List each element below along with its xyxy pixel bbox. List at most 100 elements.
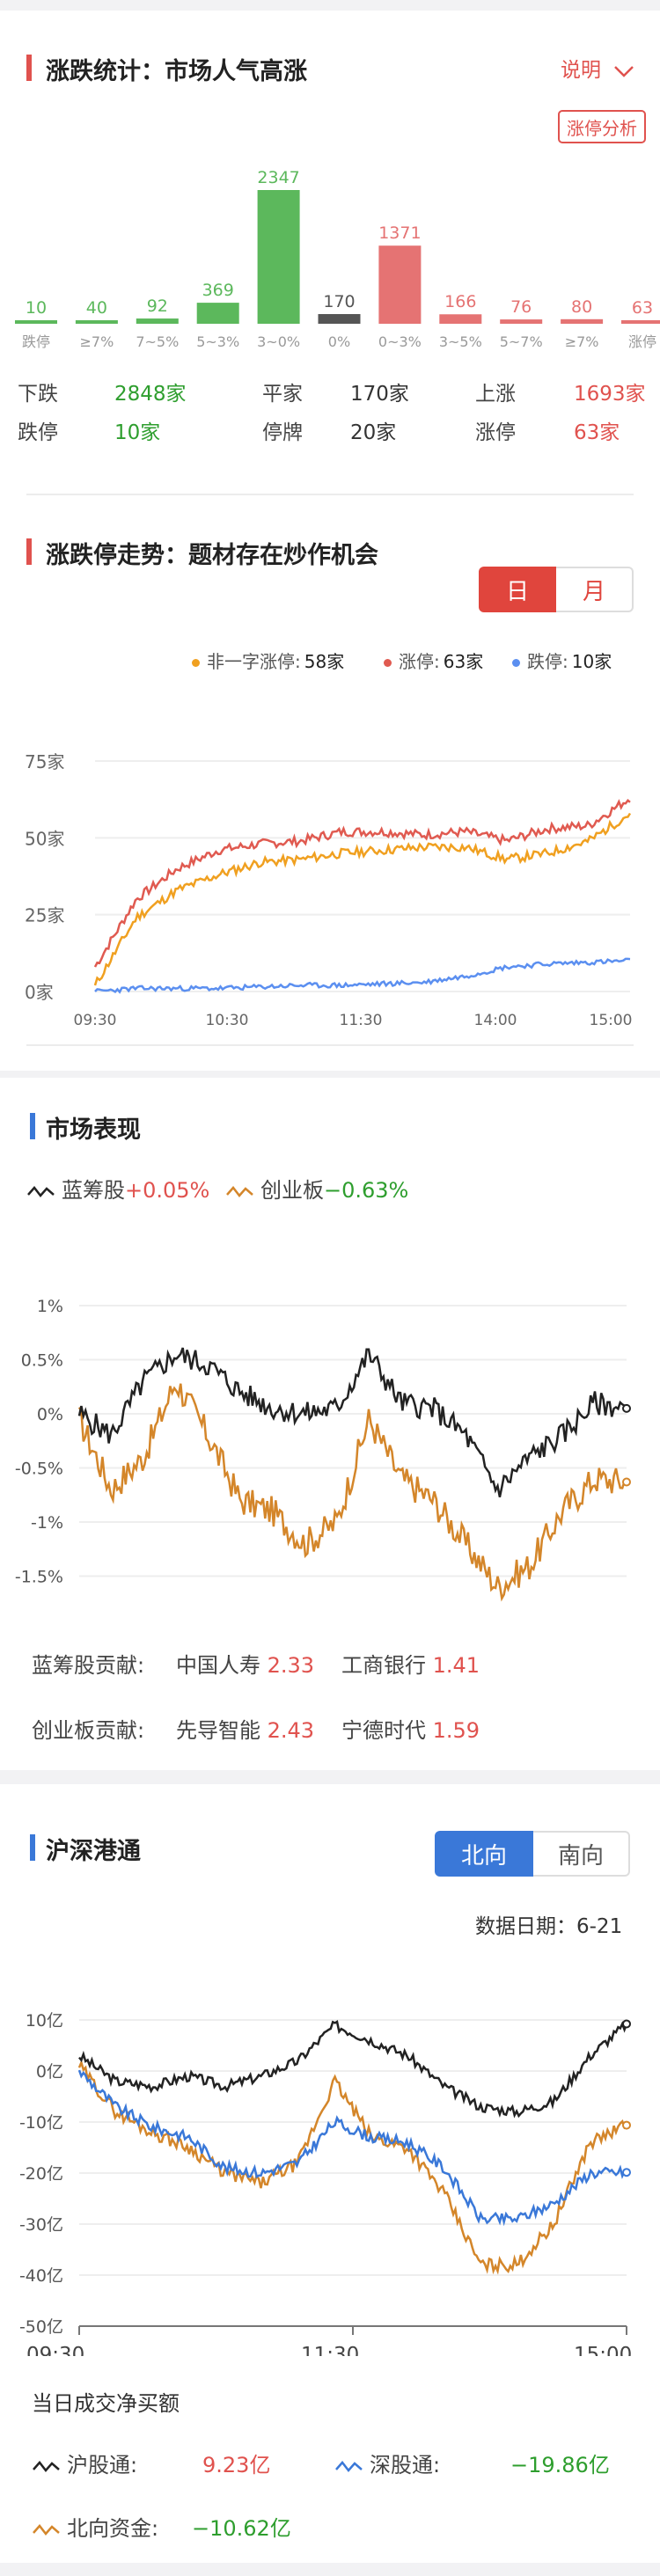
dist-label: ≥7%	[80, 333, 114, 350]
shanghai-connect-line	[78, 2020, 628, 2119]
x-tick: 10:30	[206, 1012, 249, 1029]
contrib-item: 宁德时代 1.59	[341, 1718, 480, 1743]
y-tick: -1%	[31, 1513, 63, 1533]
end-point	[622, 2168, 631, 2177]
x-tick: 15:00	[574, 2344, 632, 2356]
y-tick: 75家	[25, 751, 64, 772]
trend-legend-item: 非一字涨停: 58家	[192, 648, 344, 673]
dist-value: 166	[444, 292, 476, 311]
net-buy-item: 深股通:	[334, 2448, 440, 2478]
dist-label: 3~0%	[257, 333, 300, 350]
northbound-line	[77, 2059, 627, 2275]
dist-label: 7~5%	[136, 333, 179, 350]
stats-title: 涨跌统计：市场人气高涨	[46, 58, 307, 85]
dist-value: 369	[202, 281, 234, 300]
limit-stats-card: 涨跌统计：市场人气高涨 说明 涨停分析 10 跌停 40 ≥7% 92 7~5% 369 5~…	[0, 11, 660, 1071]
summary-value: 2848家	[114, 383, 187, 406]
explain-link[interactable]: 说明	[561, 53, 635, 83]
dist-bar	[196, 303, 239, 324]
dist-label: 3~5%	[439, 333, 482, 350]
non-oneword-line	[93, 812, 632, 986]
summary-label: 平家	[262, 383, 303, 406]
contrib-item: 中国人寿 2.33	[176, 1653, 315, 1678]
y-tick: -1.5%	[15, 1568, 63, 1587]
dist-bar	[75, 320, 118, 324]
contrib-item: 工商银行 1.41	[341, 1653, 480, 1678]
dist-label: 跌停	[22, 333, 50, 350]
divider	[26, 494, 634, 495]
summary-label: 下跌	[18, 383, 58, 406]
y-tick: 0.5%	[21, 1351, 63, 1371]
end-point	[622, 1403, 631, 1413]
summary-value: 63家	[574, 421, 620, 444]
contrib-label: 蓝筹股贡献:	[32, 1653, 145, 1678]
dist-value: 170	[323, 292, 355, 311]
contrib-label: 创业板贡献:	[32, 1718, 145, 1743]
bluechip-index-line	[77, 1347, 627, 1497]
dist-value: 1371	[378, 223, 421, 243]
end-point	[622, 2120, 631, 2130]
x-tick: 15:00	[590, 1012, 633, 1029]
dist-value: 76	[510, 297, 532, 317]
tab-north[interactable]: 北向	[435, 1831, 533, 1877]
dist-bar	[621, 319, 660, 324]
x-tick: 11:30	[340, 1012, 383, 1029]
y-tick: 0亿	[36, 2062, 63, 2082]
market-performance-card: 市场表现 1%0.5%0%-0.5%-1%-1.5%-2%09:3011:301…	[0, 1078, 660, 1770]
chevron-down-icon	[614, 65, 634, 77]
end-point	[622, 2019, 631, 2029]
y-tick: -50亿	[19, 2317, 63, 2337]
divider	[26, 1044, 634, 1046]
dist-value: 63	[632, 298, 653, 318]
x-tick: 09:30	[26, 2344, 84, 2356]
dist-label: 0~3%	[378, 333, 422, 350]
y-tick: 1%	[37, 1297, 63, 1316]
northbound-flow-chart: 10亿 0亿 -10亿 -20亿 -30亿 -40亿 -50亿 09:30 11:30 15:00	[19, 2011, 632, 2356]
summary-value: 170家	[350, 383, 409, 406]
tab-month[interactable]: 月	[556, 567, 634, 612]
section-accent-bar	[30, 1113, 35, 1139]
section-accent-bar	[26, 538, 32, 565]
x-tick: 14:00	[474, 1012, 517, 1029]
summary-value: 20家	[350, 421, 397, 444]
y-tick: 50家	[25, 828, 64, 849]
distribution-bar-chart: 10 跌停 40 ≥7% 92 7~5% 369 5~3% 2347 3~0% 170 0% 1371 0…	[15, 168, 660, 350]
net-buy-value: 9.23亿	[202, 2453, 271, 2477]
dist-bar	[561, 318, 604, 324]
limit-analysis-button[interactable]: 涨停分析	[558, 110, 646, 143]
up-limit-line	[93, 799, 631, 968]
shenzhen-connect-line	[77, 2069, 627, 2227]
summary-value: 10家	[114, 421, 161, 444]
market-legend-item: 创业板−0.63%	[225, 1173, 408, 1204]
dist-bar	[500, 319, 543, 324]
market-legend-item: 蓝筹股+0.05%	[26, 1173, 209, 1204]
summary-label: 上涨	[475, 383, 516, 406]
dist-label: 5~3%	[196, 333, 239, 350]
gem-index-line	[77, 1383, 627, 1602]
dist-bar	[136, 318, 179, 324]
tab-day[interactable]: 日	[479, 567, 556, 612]
dist-label: ≥7%	[565, 333, 599, 350]
explain-label: 说明	[561, 59, 601, 82]
dist-bar	[15, 320, 57, 324]
dist-bar	[439, 314, 482, 324]
limit-trend-chart: 75家 50家 25家 0家 09:30 10:30 11:30 14:00 15:00	[25, 751, 633, 1029]
contrib-item: 先导智能 2.43	[176, 1718, 315, 1743]
tab-south[interactable]: 南向	[533, 1831, 630, 1877]
dist-bar	[257, 190, 300, 324]
net-buy-value: −19.86亿	[510, 2453, 610, 2477]
stock-connect-card: 沪深港通 北向 南向 数据日期：6-21 10亿 0亿 -10亿 -20亿 -30亿 -4…	[0, 1784, 660, 2563]
section-accent-bar	[30, 1834, 35, 1861]
summary-label: 停牌	[262, 421, 303, 444]
dist-label: 5~7%	[500, 333, 543, 350]
summary-value: 1693家	[574, 383, 646, 406]
net-buy-item: 沪股通:	[32, 2448, 137, 2478]
net-buy-value: −10.62亿	[192, 2516, 291, 2541]
dist-label: 0%	[328, 333, 350, 350]
dist-value: 2347	[257, 168, 299, 187]
summary-label: 涨停	[475, 421, 516, 444]
y-tick: 10亿	[26, 2011, 63, 2031]
x-tick: 11:30	[301, 2344, 359, 2356]
section-accent-bar	[26, 55, 32, 81]
